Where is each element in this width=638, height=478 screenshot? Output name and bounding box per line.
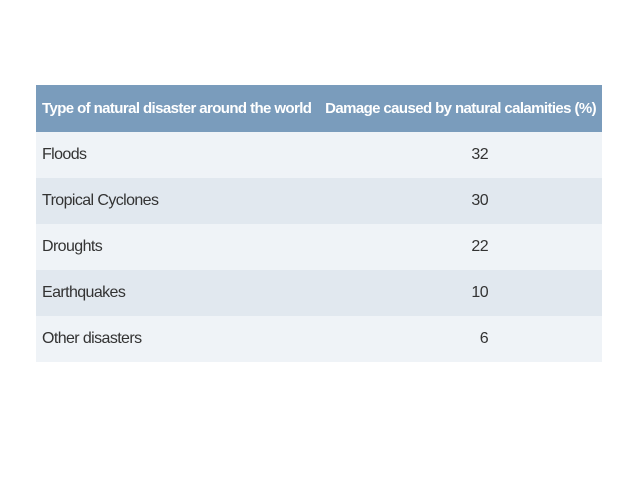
label-cell: Earthquakes bbox=[36, 270, 319, 316]
table-row: Other disasters 6 bbox=[36, 316, 602, 362]
table-body: Floods 32 Tropical Cyclones 30 Droughts 22 Ear… bbox=[36, 132, 602, 362]
data-table: Type of natural disaster around the worl… bbox=[36, 85, 602, 362]
header-cell: Type of natural disaster around the worl… bbox=[36, 85, 319, 132]
header-row: Type of natural disaster around the worl… bbox=[36, 85, 602, 132]
table-head: Type of natural disaster around the worl… bbox=[36, 85, 602, 132]
label-cell: Tropical Cyclones bbox=[36, 178, 319, 224]
label-cell: Other disasters bbox=[36, 316, 319, 362]
value-cell: 30 bbox=[318, 178, 602, 224]
value-cell: 10 bbox=[318, 270, 602, 316]
label-cell: Droughts bbox=[36, 224, 319, 270]
table-row: Droughts 22 bbox=[36, 224, 602, 270]
table-row: Tropical Cyclones 30 bbox=[36, 178, 602, 224]
header-cell: Damage caused by natural calamities (%) bbox=[318, 85, 602, 132]
value-cell: 32 bbox=[318, 132, 602, 178]
value-cell: 6 bbox=[318, 316, 602, 362]
value-cell: 22 bbox=[318, 224, 602, 270]
table-row: Earthquakes 10 bbox=[36, 270, 602, 316]
table-row: Floods 32 bbox=[36, 132, 602, 178]
label-cell: Floods bbox=[36, 132, 319, 178]
